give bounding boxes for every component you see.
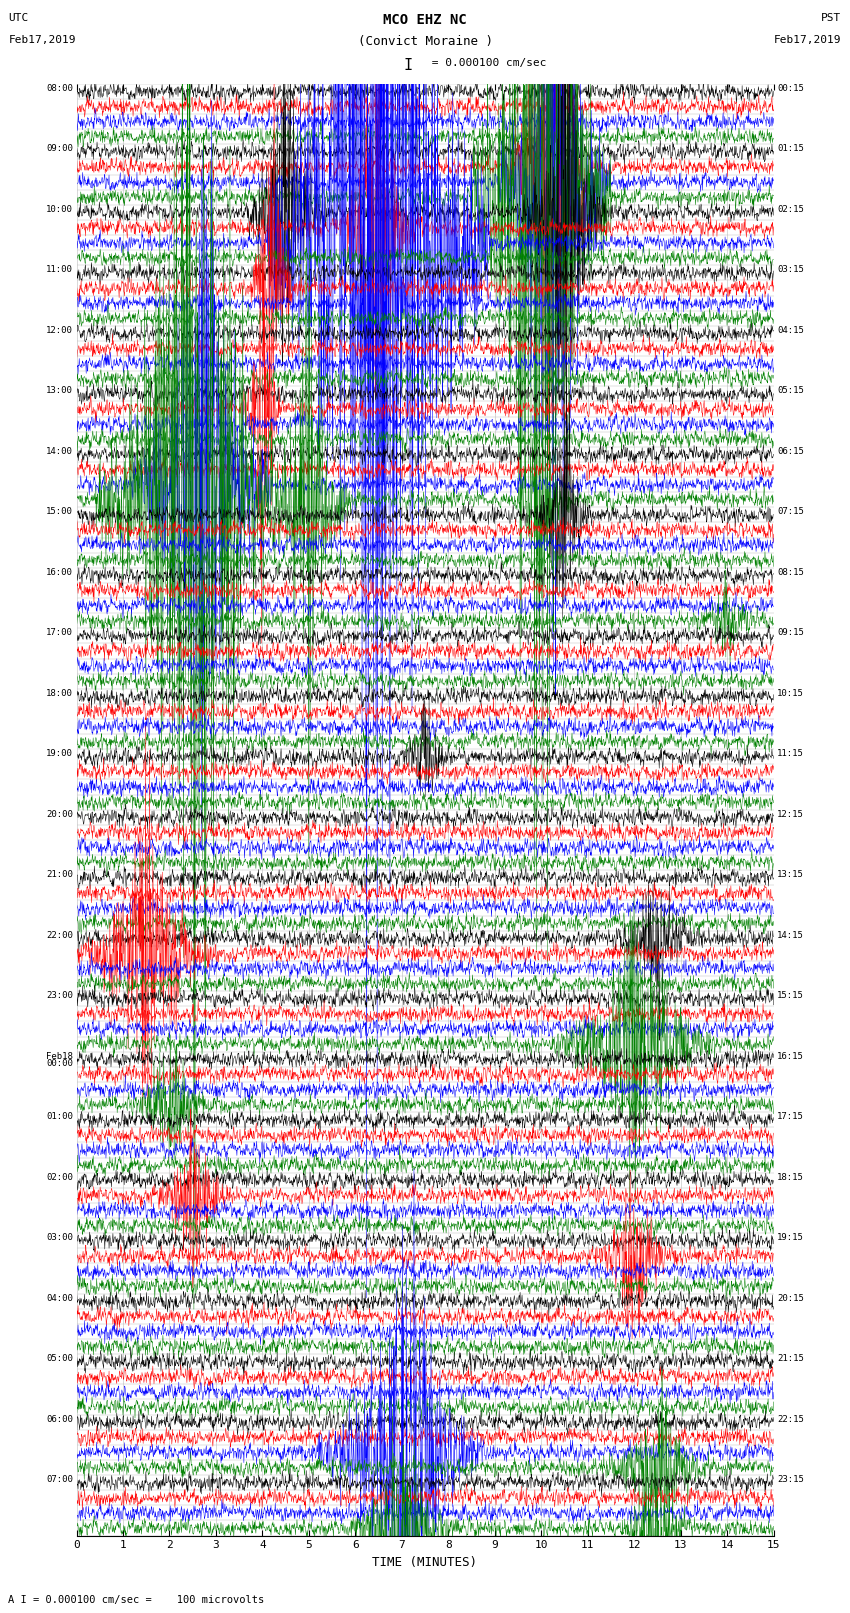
Text: 00:00: 00:00: [46, 1058, 73, 1068]
Text: UTC: UTC: [8, 13, 29, 23]
Text: 23:00: 23:00: [46, 990, 73, 1000]
Text: A I = 0.000100 cm/sec =    100 microvolts: A I = 0.000100 cm/sec = 100 microvolts: [8, 1595, 264, 1605]
Text: 02:00: 02:00: [46, 1173, 73, 1182]
Text: 20:15: 20:15: [777, 1294, 804, 1303]
Text: 12:15: 12:15: [777, 810, 804, 819]
Text: 09:00: 09:00: [46, 145, 73, 153]
Text: I: I: [404, 58, 412, 73]
Text: 18:15: 18:15: [777, 1173, 804, 1182]
Text: = 0.000100 cm/sec: = 0.000100 cm/sec: [425, 58, 547, 68]
Text: 13:15: 13:15: [777, 871, 804, 879]
Text: 09:15: 09:15: [777, 629, 804, 637]
Text: 23:15: 23:15: [777, 1474, 804, 1484]
Text: 01:00: 01:00: [46, 1113, 73, 1121]
Text: 04:15: 04:15: [777, 326, 804, 336]
Text: 19:15: 19:15: [777, 1232, 804, 1242]
Text: 14:15: 14:15: [777, 931, 804, 940]
Text: PST: PST: [821, 13, 842, 23]
Text: 10:00: 10:00: [46, 205, 73, 215]
Text: 06:00: 06:00: [46, 1415, 73, 1424]
Text: 19:00: 19:00: [46, 748, 73, 758]
Text: 17:15: 17:15: [777, 1113, 804, 1121]
Text: 10:15: 10:15: [777, 689, 804, 698]
Text: Feb17,2019: Feb17,2019: [8, 35, 76, 45]
Text: Feb17,2019: Feb17,2019: [774, 35, 842, 45]
Text: 22:00: 22:00: [46, 931, 73, 940]
Text: 15:00: 15:00: [46, 506, 73, 516]
Text: 16:15: 16:15: [777, 1052, 804, 1061]
X-axis label: TIME (MINUTES): TIME (MINUTES): [372, 1557, 478, 1569]
Text: 07:15: 07:15: [777, 506, 804, 516]
Text: 11:00: 11:00: [46, 266, 73, 274]
Text: Feb18: Feb18: [46, 1052, 73, 1061]
Text: 03:15: 03:15: [777, 266, 804, 274]
Text: 16:00: 16:00: [46, 568, 73, 577]
Text: 22:15: 22:15: [777, 1415, 804, 1424]
Text: 15:15: 15:15: [777, 990, 804, 1000]
Text: 05:00: 05:00: [46, 1355, 73, 1363]
Text: 01:15: 01:15: [777, 145, 804, 153]
Text: 17:00: 17:00: [46, 629, 73, 637]
Text: 14:00: 14:00: [46, 447, 73, 456]
Text: 12:00: 12:00: [46, 326, 73, 336]
Text: 04:00: 04:00: [46, 1294, 73, 1303]
Text: 07:00: 07:00: [46, 1474, 73, 1484]
Text: 08:15: 08:15: [777, 568, 804, 577]
Text: 02:15: 02:15: [777, 205, 804, 215]
Text: 00:15: 00:15: [777, 84, 804, 94]
Text: 11:15: 11:15: [777, 748, 804, 758]
Text: 21:15: 21:15: [777, 1355, 804, 1363]
Text: 13:00: 13:00: [46, 387, 73, 395]
Text: MCO EHZ NC: MCO EHZ NC: [383, 13, 467, 27]
Text: 20:00: 20:00: [46, 810, 73, 819]
Text: 03:00: 03:00: [46, 1232, 73, 1242]
Text: (Convict Moraine ): (Convict Moraine ): [358, 35, 492, 48]
Text: 06:15: 06:15: [777, 447, 804, 456]
Text: 21:00: 21:00: [46, 871, 73, 879]
Text: 05:15: 05:15: [777, 387, 804, 395]
Text: 18:00: 18:00: [46, 689, 73, 698]
Text: 08:00: 08:00: [46, 84, 73, 94]
